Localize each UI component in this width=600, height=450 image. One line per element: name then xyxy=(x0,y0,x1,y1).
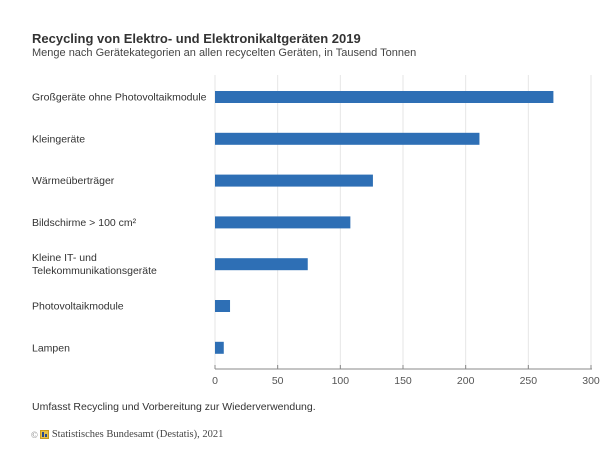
gridlines xyxy=(214,75,592,369)
category-label: Wärmeüberträger xyxy=(32,175,115,187)
category-label: Großgeräte ohne Photovoltaikmodule xyxy=(32,92,207,104)
chart-note: Umfasst Recycling und Vorbereitung zur W… xyxy=(32,401,316,413)
category-label: Telekommunikationsgeräte xyxy=(32,265,157,277)
bar xyxy=(215,258,308,271)
category-label: Bildschirme > 100 cm² xyxy=(32,217,137,229)
x-tick-label: 300 xyxy=(582,375,600,387)
x-tick-label: 50 xyxy=(272,375,284,387)
category-label: Photovoltaikmodule xyxy=(32,301,124,313)
bar xyxy=(215,91,554,103)
bar xyxy=(215,341,224,354)
x-tick-label: 200 xyxy=(457,375,475,387)
copyright-icon: © xyxy=(31,429,38,440)
category-label: Kleingeräte xyxy=(32,133,85,145)
bars xyxy=(215,91,554,354)
destatis-logo-icon xyxy=(39,430,49,439)
category-label: Lampen xyxy=(32,342,70,354)
bar xyxy=(215,132,480,145)
source-line: © Statistisches Bundesamt (Destatis), 20… xyxy=(31,429,223,440)
chart-subtitle: Menge nach Gerätekategorien an allen rec… xyxy=(32,47,417,59)
bar xyxy=(215,300,231,312)
x-tick-label: 150 xyxy=(394,375,412,387)
x-tick-label: 0 xyxy=(212,375,218,387)
source-text: Statistisches Bundesamt (Destatis), 2021 xyxy=(51,429,224,440)
category-labels: Großgeräte ohne Photovoltaikmodule Kleing… xyxy=(32,92,207,355)
bar xyxy=(215,216,351,229)
category-label: Kleine IT- und xyxy=(32,252,97,264)
x-axis: 0 50 100 150 200 250 300 xyxy=(212,365,600,387)
bar xyxy=(215,174,373,187)
x-tick-label: 250 xyxy=(520,375,538,387)
chart-title: Recycling von Elektro- und Elektronikalt… xyxy=(32,31,361,46)
x-tick-label: 100 xyxy=(332,375,350,387)
